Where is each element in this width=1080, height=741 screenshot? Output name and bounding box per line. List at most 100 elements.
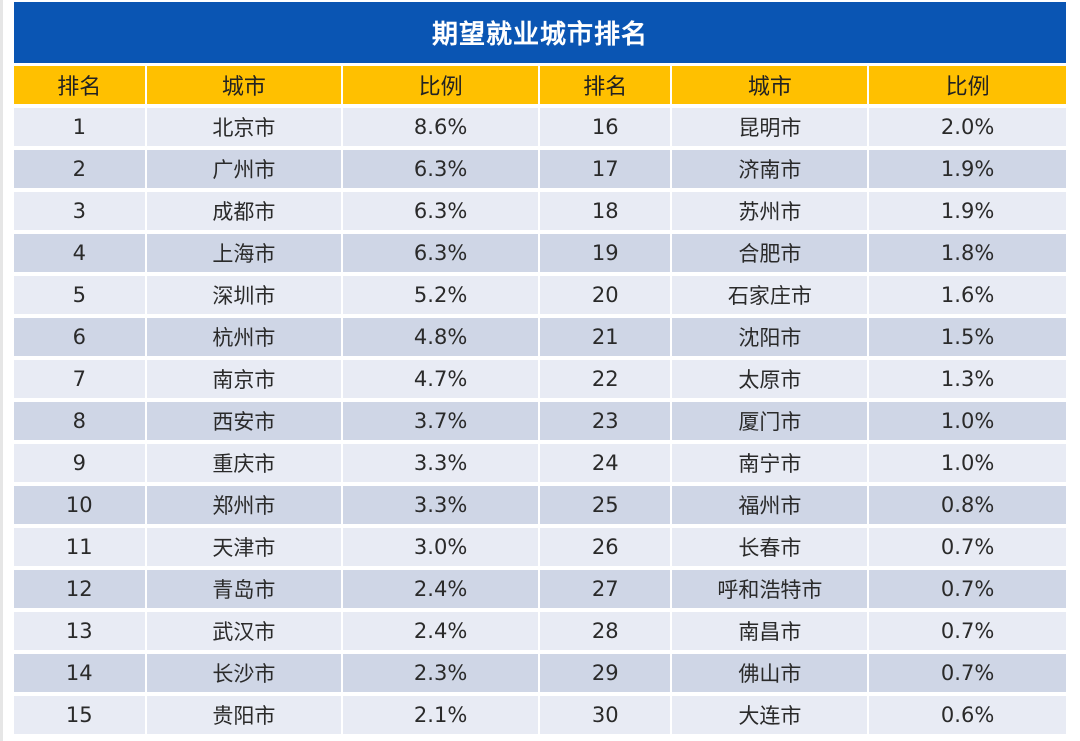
cell-rank-left: 15 — [14, 696, 147, 738]
cell-ratio-right: 0.6% — [869, 696, 1066, 738]
cell-ratio-right: 0.7% — [869, 654, 1066, 696]
cell-city-right: 大连市 — [672, 696, 870, 738]
cell-rank-right: 18 — [539, 192, 673, 234]
header-ratio-left: 比例 — [343, 66, 540, 108]
table-row: 10 郑州市 3.3% 25 福州市 0.8% — [14, 486, 1066, 528]
cell-ratio-left: 5.2% — [343, 276, 540, 318]
cell-rank-left: 14 — [14, 654, 147, 696]
cell-rank-right: 25 — [539, 486, 673, 528]
header-ratio-right: 比例 — [869, 66, 1066, 108]
cell-city-left: 长沙市 — [146, 654, 344, 696]
cell-ratio-right: 0.7% — [869, 528, 1066, 570]
cell-rank-right: 28 — [539, 612, 673, 654]
cell-ratio-right: 1.5% — [869, 318, 1066, 360]
page-edge — [0, 0, 3, 741]
cell-rank-left: 5 — [14, 276, 147, 318]
cell-city-left: 杭州市 — [146, 318, 344, 360]
cell-city-left: 郑州市 — [146, 486, 344, 528]
cell-city-left: 武汉市 — [146, 612, 344, 654]
cell-city-left: 上海市 — [146, 234, 344, 276]
cell-ratio-right: 1.6% — [869, 276, 1066, 318]
table-row: 3 成都市 6.3% 18 苏州市 1.9% — [14, 192, 1066, 234]
cell-ratio-left: 3.0% — [343, 528, 540, 570]
cell-city-right: 福州市 — [672, 486, 870, 528]
header-row: 排名 城市 比例 排名 城市 比例 — [14, 66, 1066, 108]
cell-ratio-right: 0.8% — [869, 486, 1066, 528]
cell-ratio-right: 1.0% — [869, 444, 1066, 486]
cell-rank-left: 2 — [14, 150, 147, 192]
cell-ratio-right: 1.9% — [869, 150, 1066, 192]
table-row: 8 西安市 3.7% 23 厦门市 1.0% — [14, 402, 1066, 444]
cell-city-right: 沈阳市 — [672, 318, 870, 360]
cell-ratio-right: 2.0% — [869, 108, 1066, 150]
cell-city-right: 太原市 — [672, 360, 870, 402]
cell-city-right: 呼和浩特市 — [672, 570, 870, 612]
cell-city-right: 合肥市 — [672, 234, 870, 276]
cell-city-left: 广州市 — [146, 150, 344, 192]
cell-ratio-left: 3.7% — [343, 402, 540, 444]
cell-ratio-left: 6.3% — [343, 234, 540, 276]
cell-rank-left: 1 — [14, 108, 147, 150]
table-row: 15 贵阳市 2.1% 30 大连市 0.6% — [14, 696, 1066, 738]
cell-city-right: 石家庄市 — [672, 276, 870, 318]
cell-city-right: 长春市 — [672, 528, 870, 570]
cell-rank-left: 4 — [14, 234, 147, 276]
ranking-table: 排名 城市 比例 排名 城市 比例 1 北京市 8.6% 16 昆明市 2.0% 2 广州市 6… — [14, 66, 1066, 738]
cell-rank-right: 26 — [539, 528, 673, 570]
table-row: 2 广州市 6.3% 17 济南市 1.9% — [14, 150, 1066, 192]
cell-city-right: 昆明市 — [672, 108, 870, 150]
cell-city-left: 成都市 — [146, 192, 344, 234]
header-rank-left: 排名 — [14, 66, 147, 108]
cell-ratio-left: 6.3% — [343, 192, 540, 234]
cell-ratio-right: 0.7% — [869, 570, 1066, 612]
cell-ratio-left: 4.7% — [343, 360, 540, 402]
cell-ratio-right: 0.7% — [869, 612, 1066, 654]
table-row: 12 青岛市 2.4% 27 呼和浩特市 0.7% — [14, 570, 1066, 612]
cell-ratio-left: 3.3% — [343, 444, 540, 486]
cell-rank-left: 7 — [14, 360, 147, 402]
cell-city-left: 青岛市 — [146, 570, 344, 612]
cell-rank-left: 12 — [14, 570, 147, 612]
cell-ratio-right: 1.9% — [869, 192, 1066, 234]
cell-ratio-right: 1.3% — [869, 360, 1066, 402]
table-title: 期望就业城市排名 — [14, 2, 1066, 63]
cell-ratio-right: 1.8% — [869, 234, 1066, 276]
table-row: 13 武汉市 2.4% 28 南昌市 0.7% — [14, 612, 1066, 654]
cell-ratio-left: 2.1% — [343, 696, 540, 738]
cell-city-left: 西安市 — [146, 402, 344, 444]
cell-city-right: 厦门市 — [672, 402, 870, 444]
cell-rank-right: 19 — [539, 234, 673, 276]
cell-rank-right: 27 — [539, 570, 673, 612]
cell-rank-right: 20 — [539, 276, 673, 318]
cell-rank-left: 8 — [14, 402, 147, 444]
cell-rank-right: 29 — [539, 654, 673, 696]
cell-rank-left: 6 — [14, 318, 147, 360]
cell-city-left: 深圳市 — [146, 276, 344, 318]
cell-ratio-left: 6.3% — [343, 150, 540, 192]
cell-city-right: 佛山市 — [672, 654, 870, 696]
table-row: 11 天津市 3.0% 26 长春市 0.7% — [14, 528, 1066, 570]
cell-rank-left: 10 — [14, 486, 147, 528]
cell-city-right: 苏州市 — [672, 192, 870, 234]
cell-ratio-left: 8.6% — [343, 108, 540, 150]
cell-rank-right: 24 — [539, 444, 673, 486]
cell-ratio-left: 4.8% — [343, 318, 540, 360]
cell-rank-left: 9 — [14, 444, 147, 486]
table-row: 14 长沙市 2.3% 29 佛山市 0.7% — [14, 654, 1066, 696]
table-body: 1 北京市 8.6% 16 昆明市 2.0% 2 广州市 6.3% 17 济南市 1.9% 3 成都市 6.… — [14, 108, 1066, 738]
cell-city-right: 南宁市 — [672, 444, 870, 486]
table-row: 9 重庆市 3.3% 24 南宁市 1.0% — [14, 444, 1066, 486]
cell-rank-right: 22 — [539, 360, 673, 402]
cell-rank-right: 30 — [539, 696, 673, 738]
cell-city-left: 贵阳市 — [146, 696, 344, 738]
table-row: 6 杭州市 4.8% 21 沈阳市 1.5% — [14, 318, 1066, 360]
table-row: 1 北京市 8.6% 16 昆明市 2.0% — [14, 108, 1066, 150]
cell-city-left: 重庆市 — [146, 444, 344, 486]
cell-city-right: 济南市 — [672, 150, 870, 192]
cell-rank-left: 11 — [14, 528, 147, 570]
cell-rank-right: 17 — [539, 150, 673, 192]
cell-ratio-right: 1.0% — [869, 402, 1066, 444]
table-row: 7 南京市 4.7% 22 太原市 1.3% — [14, 360, 1066, 402]
header-rank-right: 排名 — [539, 66, 673, 108]
cell-ratio-left: 2.4% — [343, 612, 540, 654]
